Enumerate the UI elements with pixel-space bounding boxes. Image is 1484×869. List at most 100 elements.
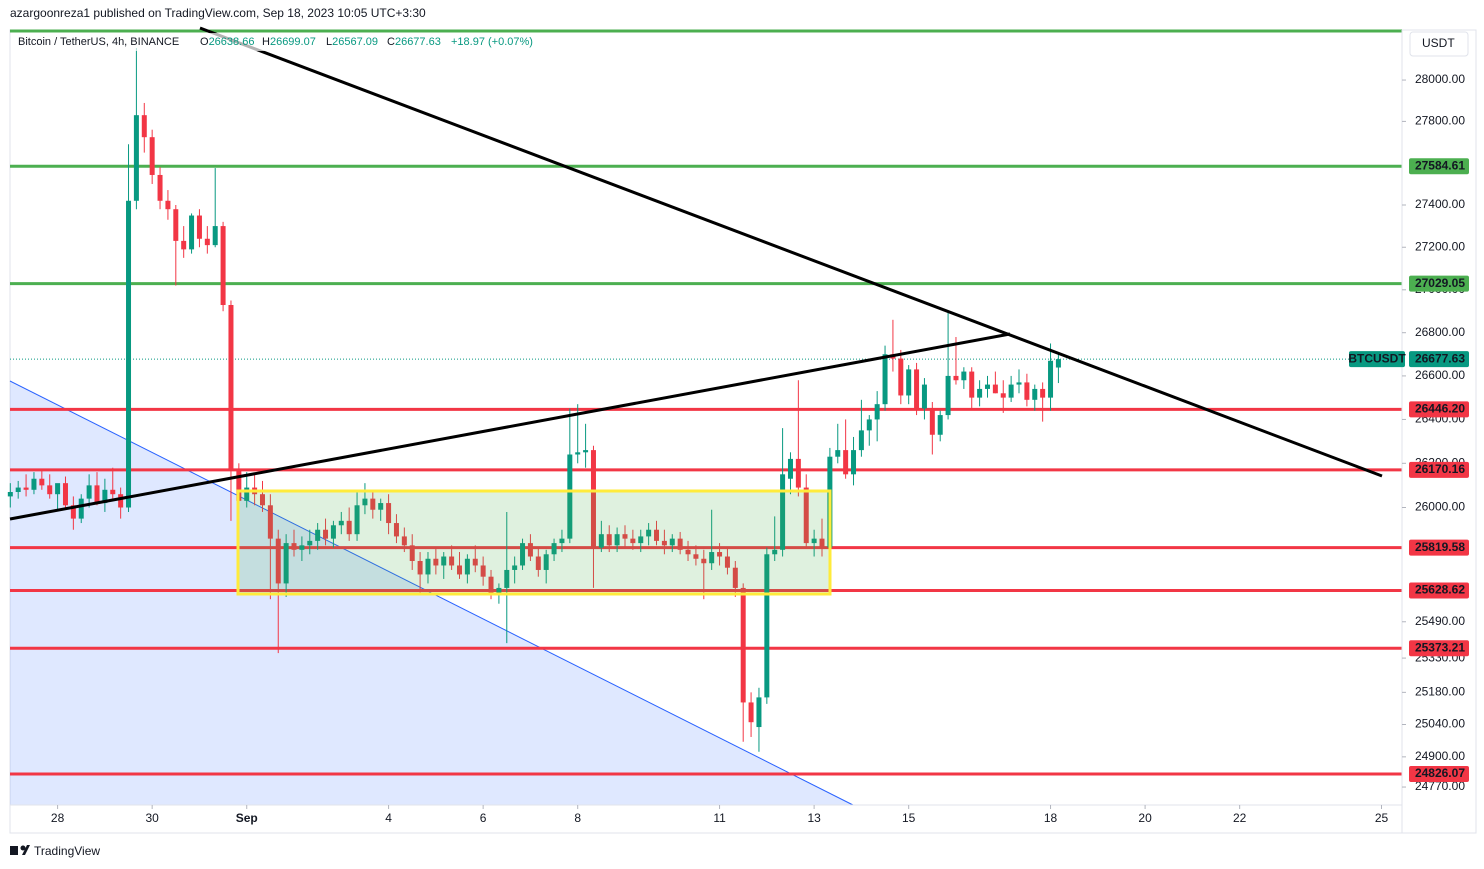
candle-body — [133, 115, 139, 201]
candle-body — [417, 560, 423, 575]
candle-body — [181, 240, 187, 250]
candle-body — [858, 430, 864, 451]
candle-body — [732, 567, 738, 588]
level-tag — [1409, 158, 1469, 175]
candle-body — [803, 487, 809, 544]
candle-body — [228, 305, 234, 470]
candle-body — [102, 489, 108, 504]
candle-body — [1000, 393, 1006, 398]
y-tick-label: 28000.00 — [1415, 72, 1465, 86]
symbol: Bitcoin / TetherUS, 4h, BINANCE — [18, 36, 179, 48]
candle-body — [535, 556, 541, 570]
label: O — [200, 36, 209, 48]
candle-body — [961, 371, 967, 381]
y-tick-label: 24900.00 — [1415, 749, 1465, 763]
x-tick-label: 8 — [574, 811, 581, 825]
y-tick-label: 25180.00 — [1415, 685, 1465, 699]
publish-note: azargoonreza1 published on TradingView.c… — [10, 6, 426, 20]
candle-body — [543, 554, 549, 570]
candle-body — [275, 538, 281, 584]
candle-body — [661, 540, 667, 546]
candle-body — [929, 408, 935, 435]
candle-body — [764, 554, 770, 698]
candle-body — [346, 520, 352, 535]
candle-body — [835, 450, 841, 457]
candle-body — [914, 369, 920, 409]
candle-body — [126, 200, 132, 508]
candle-body — [780, 474, 786, 550]
candle-body — [354, 505, 360, 535]
x-tick-label: 25 — [1375, 811, 1389, 825]
candle-body — [480, 565, 486, 577]
candle-body — [551, 543, 557, 555]
candle-body — [709, 552, 715, 564]
candle-body — [748, 702, 754, 723]
candle-body — [1048, 360, 1054, 398]
level-tag — [1409, 640, 1469, 657]
candle-body — [204, 238, 210, 246]
candle-body — [559, 538, 565, 544]
candle-body — [23, 487, 29, 490]
y-tick-label: 25490.00 — [1415, 614, 1465, 628]
candle-body — [189, 215, 195, 250]
candle-body — [906, 369, 912, 396]
drawings-front — [9, 26, 1383, 596]
candle-body — [299, 545, 305, 550]
candle-body — [31, 478, 37, 490]
candle-body — [630, 538, 636, 544]
candle-body — [756, 697, 762, 728]
candle-body — [370, 498, 376, 510]
levels — [10, 29, 1402, 776]
candle-body — [851, 450, 857, 475]
level-tag — [1409, 401, 1469, 418]
candle-body — [977, 388, 983, 398]
ohlc-open: O26638.66 — [200, 36, 254, 48]
candle-body — [1055, 359, 1061, 368]
candle-body — [165, 200, 171, 210]
candle-body — [598, 534, 604, 548]
candle-body — [787, 458, 793, 479]
candle-body — [78, 498, 84, 519]
candle-body — [795, 458, 801, 488]
y-tick-label: 26800.00 — [1415, 325, 1465, 339]
x-tick-label: 13 — [807, 811, 821, 825]
candle-body — [386, 503, 392, 524]
candle-body — [1040, 388, 1046, 398]
value: 26567.09 — [332, 36, 378, 48]
candle-body — [575, 452, 581, 455]
price-tags: 27584.61 27029.05 26446.20 26170.16 25819.58… — [1348, 158, 1469, 782]
candle-body — [724, 556, 730, 568]
candle-body — [937, 415, 943, 435]
level-label: 27029.05 — [1415, 276, 1465, 290]
candle-body — [819, 538, 825, 548]
level-label: 25628.62 — [1415, 583, 1465, 597]
candle-body — [393, 523, 399, 537]
x-tick-label: 20 — [1138, 811, 1152, 825]
currency-box[interactable] — [1409, 31, 1469, 57]
candle-body — [307, 540, 313, 546]
x-tick-label: 4 — [385, 811, 392, 825]
ohlc-high: H26699.07 — [262, 36, 316, 48]
candle-body — [583, 450, 589, 453]
ohlc-close: C26677.63 — [387, 36, 441, 48]
candle-body — [866, 419, 872, 431]
candle-body — [685, 549, 691, 555]
candle-body — [110, 489, 116, 495]
candle-body — [409, 545, 415, 561]
x-tick-label: 22 — [1233, 811, 1247, 825]
trend-line-up — [9, 332, 1011, 521]
candle-body — [590, 450, 596, 548]
range-box — [236, 489, 832, 596]
candle-body — [236, 469, 242, 501]
candle-body — [921, 384, 927, 409]
y-tick-label: 27200.00 — [1415, 239, 1465, 253]
x-tick-label: 6 — [480, 811, 487, 825]
candle-body — [669, 538, 675, 546]
candles — [7, 47, 1061, 752]
candle-body — [267, 505, 273, 539]
candle-body — [173, 209, 179, 241]
y-tick-label: 26600.00 — [1415, 368, 1465, 382]
candle-body — [378, 503, 384, 510]
axes: 28000.0027800.0027400.0027200.0027000.00… — [51, 72, 1465, 825]
